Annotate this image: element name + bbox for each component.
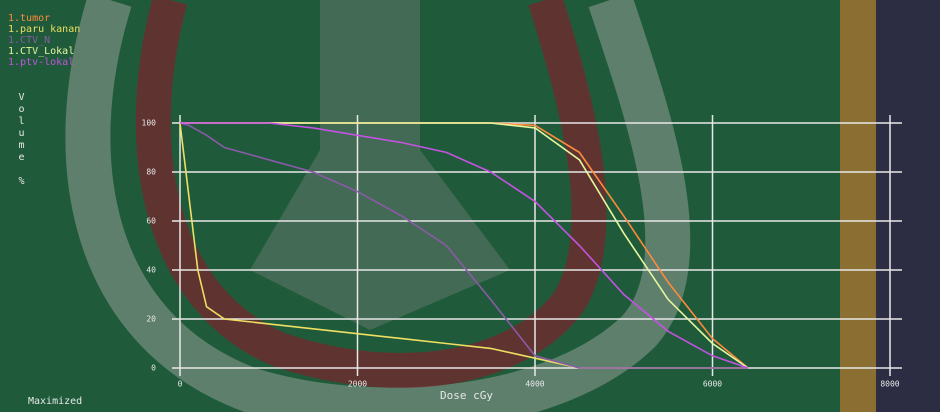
y-tick-label: 80 (146, 168, 156, 177)
monitor-bezel (876, 0, 940, 412)
y-tick-label: 20 (146, 315, 156, 324)
y-tick-label: 40 (146, 266, 156, 275)
series-line (179, 122, 748, 369)
legend-entry: 1.paru kanan (8, 24, 80, 35)
watermark (250, 0, 510, 330)
legend-entry: 1.CTV_Lokal (8, 46, 74, 57)
y-tick-label: 100 (142, 119, 157, 128)
series-line (180, 122, 749, 369)
x-tick-label: 0 (178, 380, 183, 389)
legend-entry: 1.ptv-lokal (8, 57, 74, 68)
watermark (135, 0, 607, 388)
y-axis-label: Volume % (16, 92, 27, 188)
plot: 0 20 40 60 80 100 0 2000 4000 6000 8000 (142, 115, 902, 389)
watermark (65, 0, 691, 412)
x-tick-label: 6000 (703, 380, 722, 389)
x-tick-label: 2000 (348, 380, 367, 389)
y-tick-label: 60 (146, 217, 156, 226)
x-tick-label: 4000 (525, 380, 544, 389)
legend-entry: 1.CTV_N (8, 35, 50, 46)
legend-entry: 1.tumor (8, 13, 50, 24)
status-text: Maximized (28, 396, 82, 407)
x-tick-label: 8000 (880, 380, 899, 389)
y-tick-label: 0 (151, 364, 156, 373)
x-axis-label: Dose cGy (440, 389, 493, 402)
monitor-edge (840, 0, 876, 412)
